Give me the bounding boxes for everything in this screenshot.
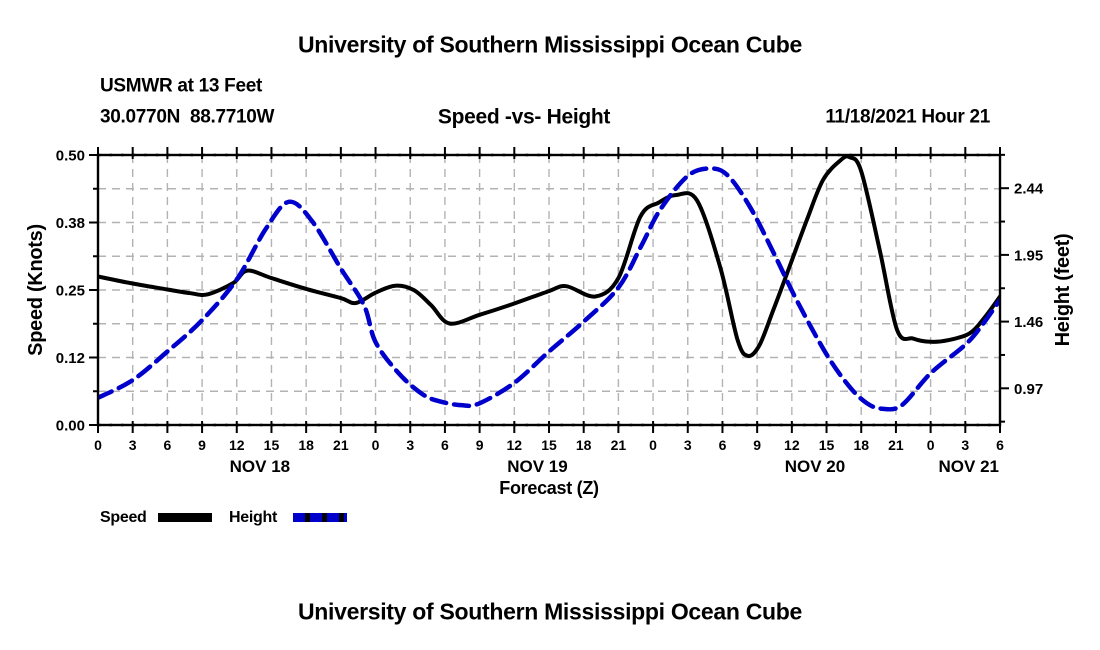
x-hour-tick-label: 18	[853, 437, 869, 453]
right-tick-label: 1.95	[1014, 247, 1043, 264]
x-hour-tick-label: 0	[372, 437, 380, 453]
x-hour-tick-label: 18	[298, 437, 314, 453]
x-hour-tick-label: 3	[684, 437, 692, 453]
x-hour-tick-label: 12	[229, 437, 245, 453]
x-hour-tick-label: 15	[819, 437, 835, 453]
x-day-label: NOV 18	[230, 457, 290, 476]
x-hour-tick-label: 21	[611, 437, 627, 453]
station-label: USMWR at 13 Feet	[100, 75, 263, 97]
right-tick-label: 1.46	[1014, 314, 1043, 331]
legend-label-height: Height	[229, 509, 277, 526]
legend-swatch-speed-line	[158, 513, 212, 522]
x-hour-tick-label: 15	[541, 437, 557, 453]
chart-title: Speed -vs- Height	[437, 105, 611, 129]
left-tick-label: 0.12	[56, 350, 85, 367]
page-title-bottom: University of Southern Mississippi Ocean…	[297, 598, 803, 625]
right-tick-label: 0.97	[1014, 381, 1043, 398]
right-tick-label: 2.44	[1014, 181, 1044, 198]
x-hour-tick-label: 6	[719, 437, 727, 453]
x-hour-tick-label: 6	[441, 437, 449, 453]
axis-ticks	[89, 147, 1009, 433]
x-hour-tick-label: 0	[94, 437, 102, 453]
left-tick-label: 0.38	[56, 215, 85, 232]
x-hour-tick-label: 12	[784, 437, 800, 453]
left-tick-label: 0.00	[56, 418, 85, 435]
left-tick-label: 0.25	[56, 283, 85, 300]
datetime-label: 11/18/2021 Hour 21	[825, 106, 990, 128]
x-hour-tick-label: 9	[476, 437, 484, 453]
x-day-label: NOV 19	[507, 457, 567, 476]
x-hour-tick-label: 6	[996, 437, 1004, 453]
x-hour-tick-label: 0	[927, 437, 935, 453]
x-day-label: NOV 20	[785, 457, 845, 476]
x-hour-tick-label: 9	[753, 437, 761, 453]
x-hour-tick-label: 21	[333, 437, 349, 453]
x-hour-tick-label: 0	[649, 437, 657, 453]
x-hour-tick-label: 3	[406, 437, 414, 453]
x-hour-tick-label: 12	[507, 437, 523, 453]
series-height-line	[98, 166, 1000, 412]
legend-swatch-height-line	[293, 513, 347, 522]
x-hour-tick-label: 3	[129, 437, 137, 453]
curves	[98, 155, 1000, 412]
x-axis-title: Forecast (Z)	[499, 478, 599, 498]
axis-tick-labels: 0.50 0.38 0.25 0.12 0.00 2.44 1.95 1.46 0.97 0 3 6 9…	[56, 148, 1044, 477]
legend-label-speed: Speed	[100, 509, 147, 526]
x-hour-tick-label: 6	[163, 437, 171, 453]
x-day-label: NOV 21	[939, 457, 999, 476]
x-hour-tick-label: 21	[888, 437, 904, 453]
left-tick-label: 0.50	[56, 148, 85, 165]
coordinates-label: 30.0770N 88.7710W	[100, 106, 275, 128]
series-speed-line	[98, 155, 1000, 359]
x-hour-tick-label: 15	[264, 437, 280, 453]
x-hour-tick-label: 3	[961, 437, 969, 453]
x-hour-tick-label: 18	[576, 437, 592, 453]
page-title-top: University of Southern Mississippi Ocean…	[297, 31, 803, 58]
x-hour-tick-label: 9	[198, 437, 206, 453]
